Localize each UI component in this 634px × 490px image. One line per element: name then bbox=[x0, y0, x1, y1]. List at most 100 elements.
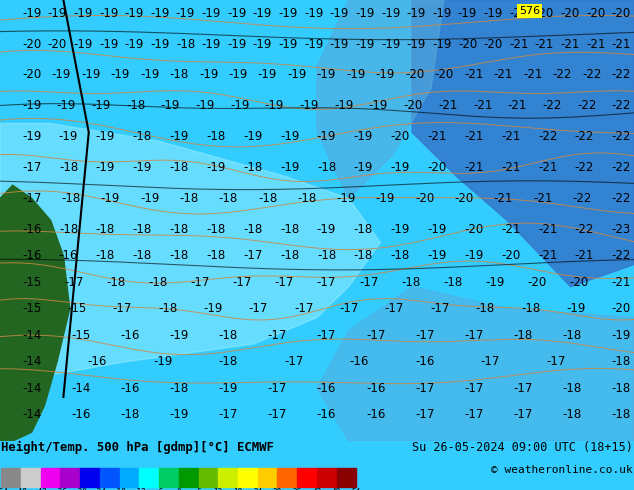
Text: -19: -19 bbox=[427, 223, 447, 236]
Text: -22: -22 bbox=[575, 130, 594, 143]
Bar bbox=[21, 468, 41, 488]
Text: -18: -18 bbox=[179, 192, 198, 205]
Text: -19: -19 bbox=[376, 69, 395, 81]
Text: -18: -18 bbox=[219, 355, 238, 368]
Text: -19: -19 bbox=[48, 7, 67, 20]
Text: -19: -19 bbox=[110, 69, 130, 81]
Text: -21: -21 bbox=[464, 69, 484, 81]
Text: -16: -16 bbox=[317, 382, 336, 394]
Text: -19: -19 bbox=[354, 161, 373, 174]
Text: -17: -17 bbox=[268, 382, 287, 394]
Text: -19: -19 bbox=[22, 130, 41, 143]
Text: -18: -18 bbox=[243, 223, 262, 236]
Text: 6: 6 bbox=[196, 489, 201, 490]
Text: -16: -16 bbox=[22, 249, 41, 262]
Text: -17: -17 bbox=[22, 192, 41, 205]
Bar bbox=[297, 468, 317, 488]
Text: -21: -21 bbox=[586, 38, 605, 50]
Text: -19: -19 bbox=[219, 382, 238, 394]
Bar bbox=[80, 468, 100, 488]
Text: -19: -19 bbox=[153, 355, 172, 368]
Text: -17: -17 bbox=[481, 355, 500, 368]
Text: -19: -19 bbox=[22, 7, 41, 20]
Text: -19: -19 bbox=[265, 99, 284, 112]
Text: -18: -18 bbox=[317, 249, 336, 262]
Bar bbox=[159, 468, 179, 488]
Text: 576: 576 bbox=[519, 6, 540, 16]
Text: -19: -19 bbox=[195, 99, 215, 112]
Text: -19: -19 bbox=[612, 329, 631, 342]
Text: -6: -6 bbox=[155, 489, 164, 490]
Text: -20: -20 bbox=[612, 302, 631, 315]
Text: -21: -21 bbox=[575, 249, 594, 262]
Text: -20: -20 bbox=[405, 69, 425, 81]
Text: -17: -17 bbox=[546, 355, 566, 368]
Text: Su 26-05-2024 09:00 UTC (18+15): Su 26-05-2024 09:00 UTC (18+15) bbox=[412, 441, 633, 454]
Text: -22: -22 bbox=[582, 69, 602, 81]
Text: -18: -18 bbox=[169, 69, 189, 81]
Text: -20: -20 bbox=[22, 69, 41, 81]
Text: -19: -19 bbox=[150, 38, 169, 50]
Polygon shape bbox=[317, 287, 634, 441]
Text: -18: -18 bbox=[521, 302, 540, 315]
Text: -17: -17 bbox=[233, 276, 252, 289]
Text: -18: -18 bbox=[514, 329, 533, 342]
Text: -18: -18 bbox=[133, 130, 152, 143]
Text: -21: -21 bbox=[494, 69, 513, 81]
Text: -19: -19 bbox=[169, 329, 189, 342]
Text: -18: -18 bbox=[206, 223, 226, 236]
Text: -20: -20 bbox=[569, 276, 589, 289]
Text: -17: -17 bbox=[219, 408, 238, 421]
Text: -21: -21 bbox=[508, 99, 527, 112]
Text: -19: -19 bbox=[169, 408, 189, 421]
Text: -18: -18 bbox=[391, 249, 410, 262]
Text: -14: -14 bbox=[71, 382, 91, 394]
Text: 42: 42 bbox=[312, 489, 321, 490]
Text: -21: -21 bbox=[612, 276, 631, 289]
Text: -19: -19 bbox=[204, 302, 223, 315]
Text: -15: -15 bbox=[67, 302, 87, 315]
Text: -19: -19 bbox=[253, 7, 272, 20]
Text: -19: -19 bbox=[304, 38, 323, 50]
Text: -16: -16 bbox=[349, 355, 369, 368]
Text: -20: -20 bbox=[612, 7, 631, 20]
Text: -20: -20 bbox=[458, 38, 477, 50]
Text: -21: -21 bbox=[494, 192, 513, 205]
Text: -19: -19 bbox=[317, 69, 336, 81]
Text: -17: -17 bbox=[385, 302, 404, 315]
Text: -18: -18 bbox=[562, 382, 582, 394]
Text: -18: -18 bbox=[206, 130, 226, 143]
Text: -21: -21 bbox=[538, 249, 557, 262]
Text: -21: -21 bbox=[501, 223, 521, 236]
Text: -17: -17 bbox=[339, 302, 359, 315]
Text: 12: 12 bbox=[214, 489, 223, 490]
Text: -48: -48 bbox=[14, 489, 28, 490]
Text: -19: -19 bbox=[432, 38, 451, 50]
Text: -17: -17 bbox=[430, 302, 450, 315]
Text: -54: -54 bbox=[0, 489, 8, 490]
Text: -36: -36 bbox=[53, 489, 67, 490]
Text: -17: -17 bbox=[317, 276, 336, 289]
Polygon shape bbox=[317, 0, 444, 198]
Text: -18: -18 bbox=[96, 249, 115, 262]
Bar bbox=[337, 468, 356, 488]
Text: -17: -17 bbox=[249, 302, 268, 315]
Text: -18: -18 bbox=[59, 161, 78, 174]
Text: -18: -18 bbox=[206, 249, 226, 262]
Text: -18: -18 bbox=[107, 276, 126, 289]
Text: -19: -19 bbox=[99, 7, 119, 20]
Text: -18: -18 bbox=[280, 223, 299, 236]
Text: -19: -19 bbox=[330, 38, 349, 50]
Text: -16: -16 bbox=[366, 408, 385, 421]
Text: -18: -18 bbox=[562, 408, 582, 421]
Text: 30: 30 bbox=[273, 489, 282, 490]
Text: -21: -21 bbox=[523, 69, 543, 81]
Text: -18: -18 bbox=[258, 192, 277, 205]
Text: -22: -22 bbox=[612, 161, 631, 174]
Text: -18: -18 bbox=[61, 192, 81, 205]
Text: -18: -18 bbox=[169, 161, 189, 174]
Text: -21: -21 bbox=[509, 38, 529, 50]
Text: -19: -19 bbox=[199, 69, 218, 81]
Text: -18: -18 bbox=[133, 223, 152, 236]
Text: -19: -19 bbox=[355, 38, 375, 50]
